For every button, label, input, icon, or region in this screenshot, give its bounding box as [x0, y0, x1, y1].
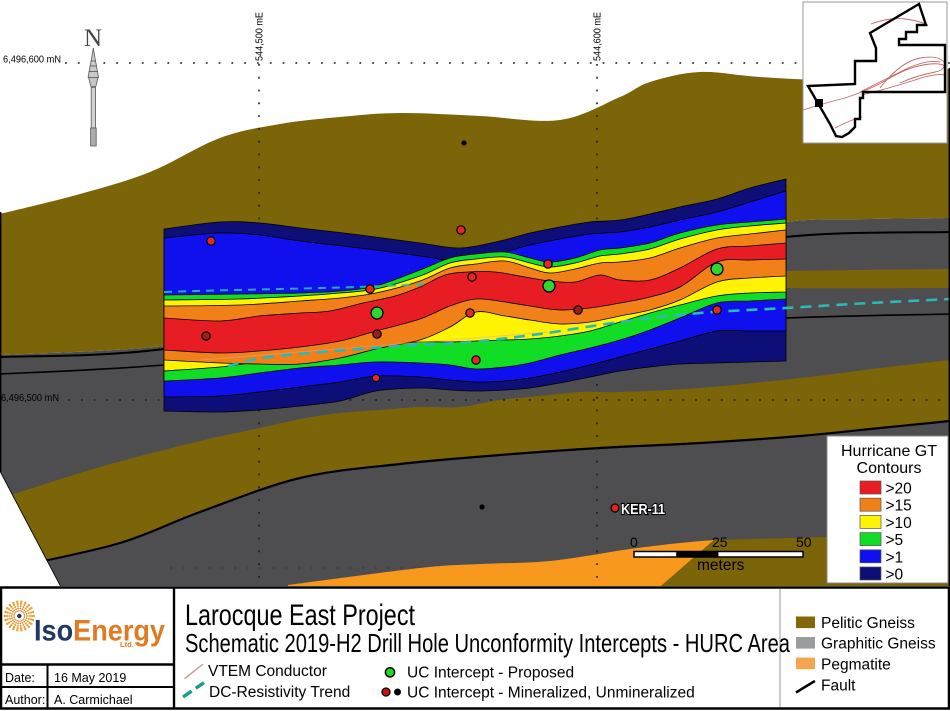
svg-text:544,600 mE: 544,600 mE [592, 12, 604, 61]
svg-text:Author:: Author: [5, 693, 45, 707]
svg-text:50: 50 [796, 534, 812, 550]
svg-text:Graphitic Gneiss: Graphitic Gneiss [821, 636, 936, 653]
svg-text:Schematic 2019-H2 Drill Hole U: Schematic 2019-H2 Drill Hole Unconformit… [185, 628, 790, 658]
svg-text:>1: >1 [886, 549, 904, 566]
svg-text:Date:: Date: [5, 671, 35, 685]
svg-text:IsoEnergy: IsoEnergy [34, 615, 165, 648]
svg-text:>0: >0 [886, 567, 904, 584]
svg-text:Hurricane GT: Hurricane GT [841, 443, 937, 460]
svg-text:UC Intercept - Proposed: UC Intercept - Proposed [407, 665, 574, 682]
svg-text:meters: meters [697, 557, 745, 574]
svg-text:16 May 2019: 16 May 2019 [54, 671, 126, 685]
svg-text:A. Carmichael: A. Carmichael [54, 693, 133, 707]
svg-text:Contours: Contours [857, 460, 922, 477]
svg-text:Pegmatite: Pegmatite [821, 656, 891, 673]
svg-text:>15: >15 [886, 498, 912, 515]
svg-text:0: 0 [630, 534, 638, 550]
svg-text:Ltd.: Ltd. [120, 640, 134, 649]
svg-text:Larocque East Project: Larocque East Project [185, 599, 416, 632]
svg-text:6,496,500 mN: 6,496,500 mN [1, 392, 59, 404]
svg-text:VTEM Conductor: VTEM Conductor [208, 663, 327, 680]
svg-text:>20: >20 [886, 481, 913, 498]
svg-text:Fault: Fault [821, 678, 856, 695]
svg-text:N: N [84, 25, 102, 52]
svg-text:544,500 mE: 544,500 mE [254, 12, 266, 61]
svg-text:KER-11: KER-11 [621, 502, 665, 518]
svg-text:Pelitic Gneiss: Pelitic Gneiss [821, 615, 915, 632]
svg-text:DC-Resistivity Trend: DC-Resistivity Trend [209, 684, 350, 701]
svg-text:UC Intercept - Mineralized, Un: UC Intercept - Mineralized, Unmineralize… [407, 685, 695, 702]
svg-text:>5: >5 [886, 532, 904, 549]
svg-text:>10: >10 [886, 515, 913, 532]
svg-text:25: 25 [712, 534, 728, 550]
svg-text:6,496,600 mN: 6,496,600 mN [3, 54, 61, 66]
